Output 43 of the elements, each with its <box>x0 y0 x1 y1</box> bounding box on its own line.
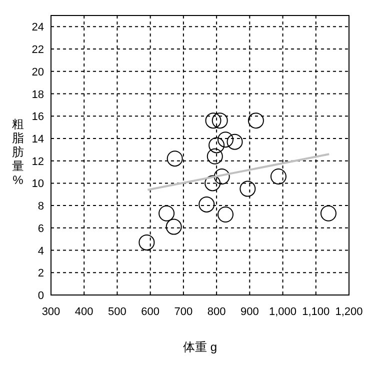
point <box>217 132 234 148</box>
x-tick-label: 900 <box>240 306 259 318</box>
x-tick-label: 700 <box>174 306 193 318</box>
y-tick-label: 22 <box>32 44 44 56</box>
point <box>205 112 222 129</box>
x-tick-label: 800 <box>207 306 226 318</box>
x-tick-label: 1,100 <box>302 306 330 318</box>
x-tick-label: 400 <box>74 306 94 318</box>
y-tick-label: 12 <box>32 156 44 168</box>
y-tick-label: 10 <box>32 178 44 190</box>
point <box>212 112 228 129</box>
point <box>217 206 234 223</box>
point <box>240 180 256 197</box>
y-tick-label: 18 <box>32 88 44 101</box>
point <box>206 148 223 164</box>
y-tick-label: 14 <box>32 133 44 146</box>
y-axis-title: 粗脂肪量% <box>12 117 24 187</box>
y-tick-label: 16 <box>32 111 44 124</box>
y-tick-label: 24 <box>32 22 44 34</box>
y-tick-label: 2 <box>38 268 44 280</box>
y-tick-label: 20 <box>32 66 44 78</box>
point <box>270 168 286 184</box>
point <box>208 137 225 154</box>
y-tick-label: 6 <box>38 222 44 235</box>
point <box>204 175 221 192</box>
x-tick-label: 500 <box>108 306 126 318</box>
x-tick-label: 300 <box>42 306 60 318</box>
point <box>198 196 215 212</box>
y-tick-label: 8 <box>38 200 44 213</box>
point <box>166 218 182 235</box>
point <box>214 168 230 184</box>
point <box>138 234 155 250</box>
point <box>166 150 183 167</box>
point <box>320 205 336 222</box>
y-tick-label: 4 <box>38 245 44 258</box>
x-tick-label: 600 <box>141 306 160 318</box>
y-tick-label: 0 <box>38 290 44 302</box>
point <box>226 134 243 150</box>
x-tick-label: 1,000 <box>269 306 297 318</box>
point <box>248 112 264 129</box>
point <box>158 205 175 222</box>
x-tick-label: 1,200 <box>335 306 363 318</box>
x-axis-title: 体重 g <box>182 340 218 354</box>
